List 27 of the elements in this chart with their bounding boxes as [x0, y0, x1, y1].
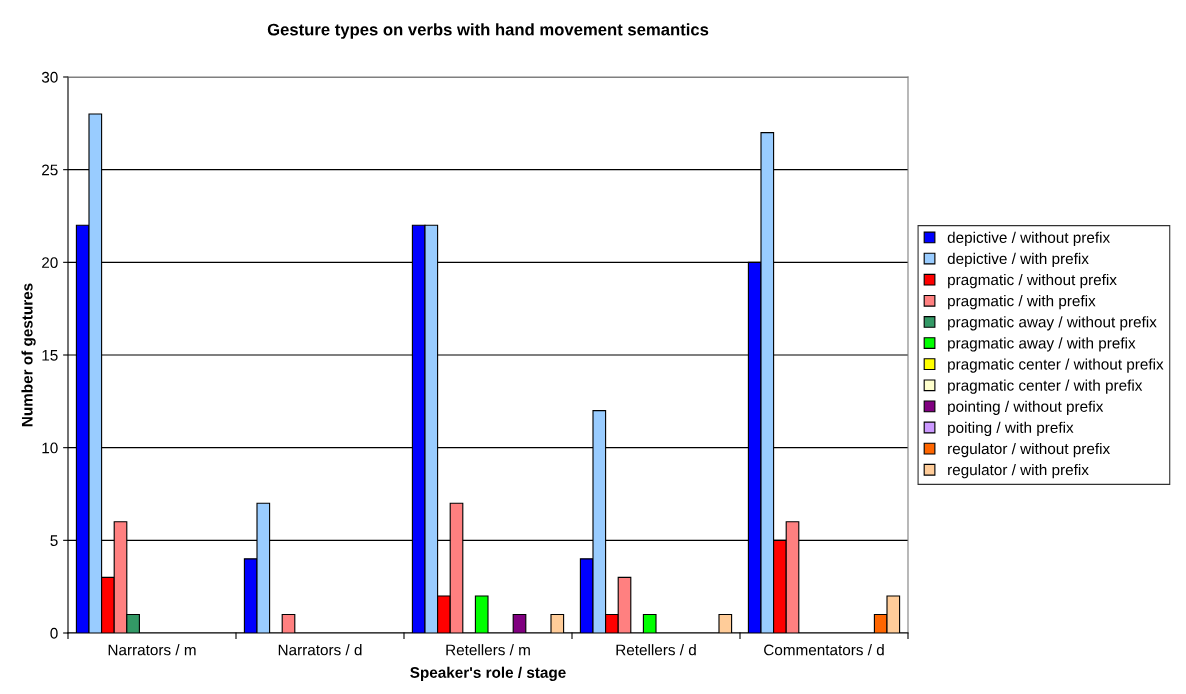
legend-label: pointing / without prefix [948, 400, 1104, 415]
legend-label: pragmatic / without prefix [948, 273, 1117, 289]
x-tick-label: Retellers / d [616, 644, 696, 656]
y-tick-label: 25 [42, 164, 58, 176]
y-tick-label: 10 [42, 442, 58, 454]
legend-label: pragmatic away / with prefix [948, 337, 1136, 352]
y-tick-label: 15 [42, 350, 58, 361]
y-tick-label: 20 [42, 257, 58, 269]
legend-label: pragmatic / with prefix [948, 295, 1096, 310]
legend-label: pragmatic away / without prefix [948, 316, 1157, 331]
chart-title: Gesture types on verbs with hand movement semantics [267, 23, 709, 39]
x-tick-label: Narrators / d [278, 644, 362, 656]
y-axis-title: Number of gestures [21, 283, 36, 427]
legend-label: depictive / with prefix [947, 252, 1089, 268]
y-tick-label: 0 [50, 627, 58, 639]
x-tick-label: Commentators / d [764, 644, 884, 656]
y-tick-label: 30 [41, 71, 58, 83]
legend-label: regulator / with prefix [948, 464, 1089, 479]
legend-label: regulator / without prefix [948, 442, 1110, 458]
legend-label: pragmatic center / without prefix [948, 358, 1164, 373]
x-tick-label: Retellers / m [446, 644, 530, 656]
legend-label: depictive / without prefix [947, 231, 1110, 246]
legend-label: pragmatic center / with prefix [948, 379, 1143, 394]
y-tick-label: 5 [50, 535, 58, 547]
legend-label: poiting / with prefix [948, 421, 1074, 437]
x-axis-title: Speaker's role / stage [410, 666, 566, 681]
x-tick-label: Narrators / m [108, 644, 196, 656]
